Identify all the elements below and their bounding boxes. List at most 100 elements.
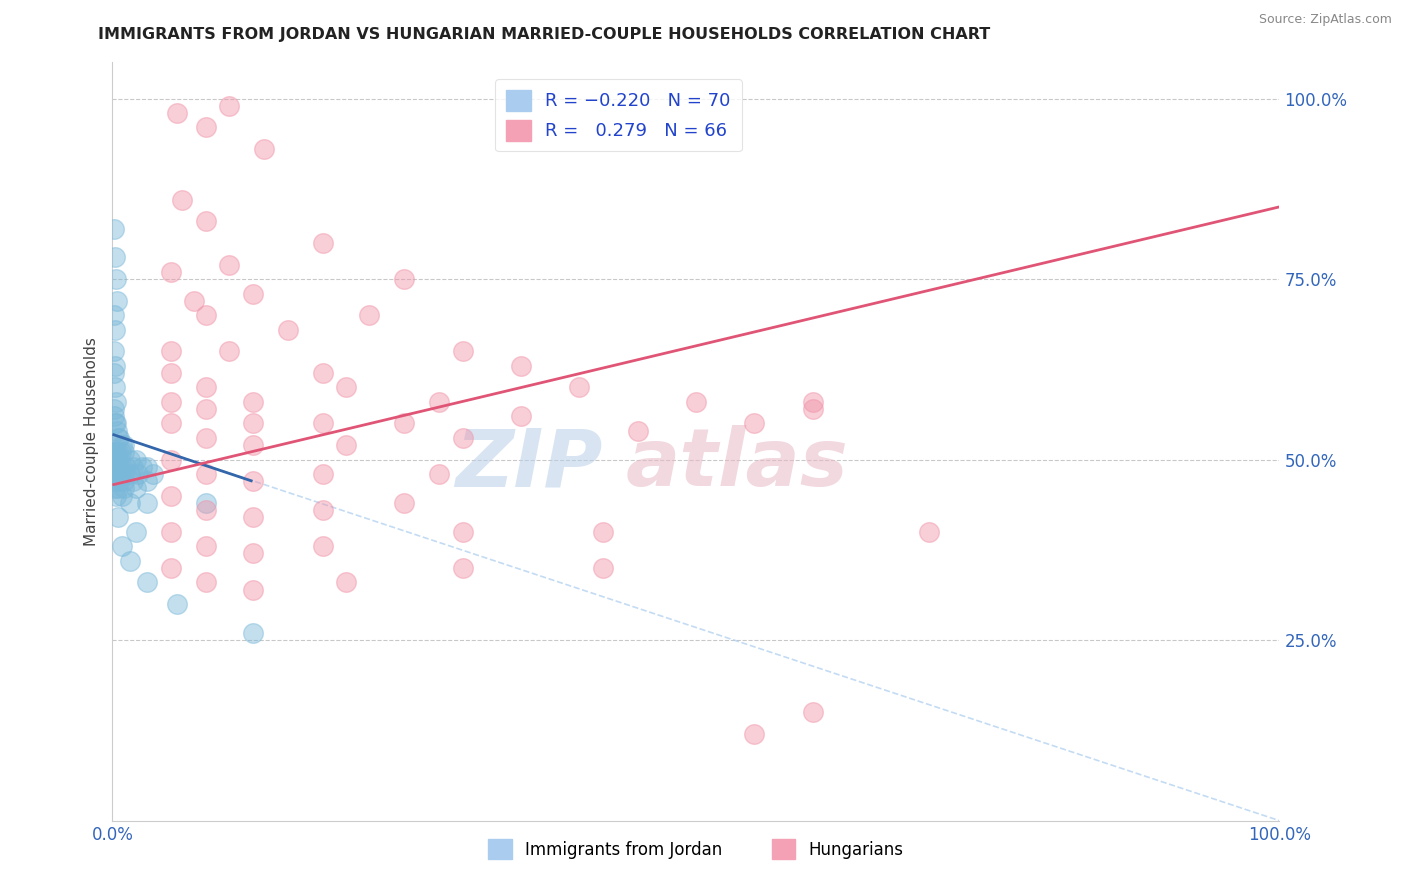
Point	[104, 417, 127, 431]
Point	[103, 445, 125, 459]
Point	[104, 272, 127, 286]
Point	[801, 394, 824, 409]
Point	[104, 394, 127, 409]
Point	[335, 380, 357, 394]
Point	[108, 431, 131, 445]
Point	[104, 445, 127, 459]
Point	[394, 417, 416, 431]
Point	[118, 496, 141, 510]
Point	[592, 561, 614, 575]
Point	[451, 344, 474, 359]
Point	[125, 452, 148, 467]
Point	[685, 394, 707, 409]
Point	[160, 452, 183, 467]
Point	[112, 482, 135, 496]
Point	[160, 265, 183, 279]
Point	[105, 424, 128, 438]
Point	[276, 323, 298, 337]
Point	[104, 467, 127, 481]
Point	[160, 489, 183, 503]
Point	[103, 221, 125, 235]
Point	[160, 561, 183, 575]
Point	[394, 272, 416, 286]
Point	[111, 489, 134, 503]
Point	[104, 482, 127, 496]
Point	[103, 452, 125, 467]
Point	[311, 235, 333, 250]
Point	[107, 459, 129, 474]
Point	[104, 359, 127, 373]
Point	[311, 539, 333, 553]
Point	[104, 417, 127, 431]
Point	[311, 503, 333, 517]
Point	[427, 467, 450, 481]
Point	[103, 459, 125, 474]
Point	[160, 366, 183, 380]
Point	[104, 452, 127, 467]
Point	[194, 431, 217, 445]
Point	[136, 575, 159, 590]
Point	[108, 452, 131, 467]
Point	[744, 727, 766, 741]
Point	[253, 142, 276, 156]
Point	[801, 402, 824, 417]
Point	[110, 467, 132, 481]
Text: ZIP: ZIP	[456, 425, 603, 503]
Point	[118, 452, 141, 467]
Point	[627, 424, 650, 438]
Point	[136, 496, 159, 510]
Y-axis label: Married-couple Households: Married-couple Households	[83, 337, 98, 546]
Point	[744, 417, 766, 431]
Point	[242, 546, 264, 560]
Point	[104, 380, 127, 394]
Point	[218, 344, 240, 359]
Point	[218, 258, 240, 272]
Point	[509, 409, 531, 424]
Point	[194, 402, 217, 417]
Point	[136, 459, 159, 474]
Point	[335, 575, 357, 590]
Point	[242, 510, 264, 524]
Point	[194, 467, 217, 481]
Text: Source: ZipAtlas.com: Source: ZipAtlas.com	[1258, 13, 1392, 27]
Point	[194, 503, 217, 517]
Point	[160, 524, 183, 539]
Point	[242, 438, 264, 452]
Point	[127, 467, 149, 481]
Point	[218, 99, 240, 113]
Point	[194, 575, 217, 590]
Point	[142, 467, 165, 481]
Point	[125, 524, 148, 539]
Point	[160, 394, 183, 409]
Point	[105, 467, 128, 481]
Point	[451, 524, 474, 539]
Point	[242, 582, 264, 597]
Point	[104, 459, 127, 474]
Point	[394, 496, 416, 510]
Legend: Immigrants from Jordan, Hungarians: Immigrants from Jordan, Hungarians	[481, 833, 911, 865]
Point	[111, 459, 134, 474]
Point	[592, 524, 614, 539]
Point	[427, 394, 450, 409]
Point	[242, 475, 264, 489]
Point	[166, 106, 188, 120]
Point	[801, 706, 824, 720]
Point	[104, 251, 127, 265]
Point	[107, 482, 129, 496]
Point	[125, 482, 148, 496]
Point	[131, 459, 153, 474]
Point	[118, 554, 141, 568]
Point	[509, 359, 531, 373]
Point	[451, 431, 474, 445]
Point	[104, 445, 127, 459]
Point	[242, 417, 264, 431]
Point	[103, 344, 125, 359]
Point	[103, 402, 125, 417]
Point	[172, 193, 194, 207]
Point	[103, 409, 125, 424]
Point	[103, 467, 125, 481]
Point	[194, 308, 217, 322]
Point	[107, 431, 129, 445]
Point	[166, 597, 188, 611]
Point	[112, 475, 135, 489]
